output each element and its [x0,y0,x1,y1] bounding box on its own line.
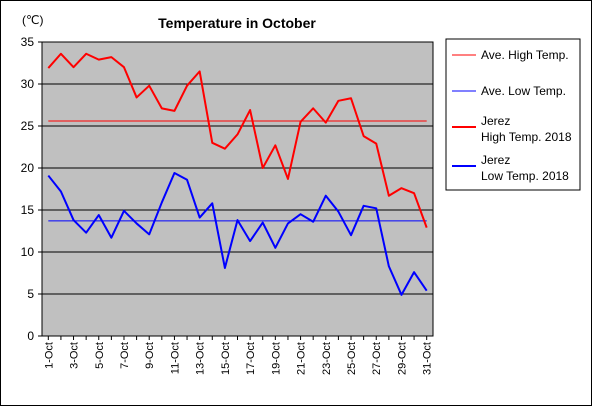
series-lines [47,52,428,296]
x-tick-label: 29-Oct [396,342,408,375]
x-tick-label: 11-Oct [169,342,181,374]
y-axis: 0 5 10 15 20 25 30 35 [21,35,42,343]
x-tick-label: 21-Oct [296,342,308,375]
x-tick-label: 5-Oct [94,342,106,369]
legend-label: Ave. Low Temp. [481,84,566,98]
x-tick-label: 15-Oct [220,342,232,375]
y-tick-label: 25 [21,119,35,133]
y-tick-label: 15 [21,203,35,217]
x-tick-label: 27-Oct [371,342,383,375]
x-tick-label: 25-Oct [346,342,358,375]
x-axis: 1-Oct 3-Oct 5-Oct 7-Oct 9-Oct 11-Oct 13-Oct 15-… [43,336,434,375]
legend-label: Low Temp. 2018 [481,169,569,183]
chart-title: Temperature in October [158,15,316,31]
x-tick-label: 13-Oct [195,342,207,375]
legend-box [445,38,581,191]
gridlines [42,83,433,295]
y-tick-label: 10 [21,245,35,259]
x-tick-label: 7-Oct [119,342,131,369]
legend-label: Jerez [481,114,510,128]
y-unit-label: (℃) [22,13,43,27]
x-tick-label: 9-Oct [144,342,156,369]
y-tick-label: 5 [27,287,34,301]
legend-label: Ave. High Temp. [481,48,569,62]
plot-area [41,41,434,337]
series-line-4 [47,172,428,296]
y-tick-label: 35 [21,35,35,49]
x-tick-label: 3-Oct [69,342,81,369]
x-tick-label: 1-Oct [43,342,55,369]
y-tick-label: 20 [21,161,35,175]
series-line-3 [47,52,428,228]
x-tick-label: 19-Oct [270,342,282,375]
x-tick-label: 31-Oct [422,342,434,375]
y-tick-label: 30 [21,77,35,91]
x-tick-label: 23-Oct [321,342,333,375]
legend-label: Jerez [481,153,510,167]
legend-label: High Temp. 2018 [481,130,572,144]
x-tick-label: 17-Oct [245,342,257,375]
legend: Ave. High Temp. Ave. Low Temp. Jerez High T… [445,38,581,191]
y-tick-label: 0 [27,329,34,343]
